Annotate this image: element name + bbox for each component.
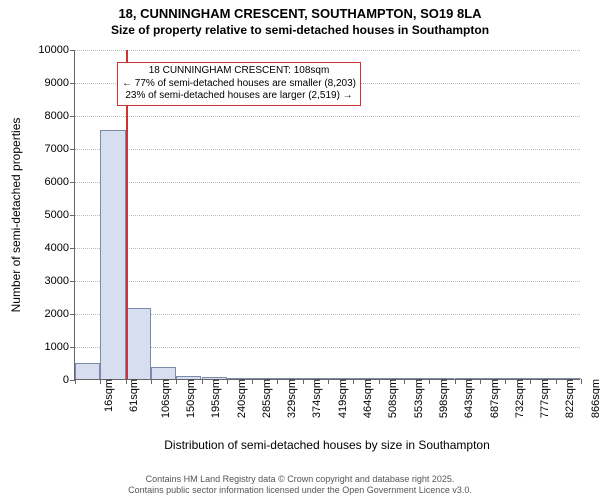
histogram-bar — [75, 363, 100, 380]
histogram-bar — [455, 378, 480, 379]
xtick-mark — [328, 379, 329, 384]
xtick-label: 643sqm — [461, 379, 475, 418]
xtick-label: 150sqm — [183, 379, 197, 418]
xtick-label: 240sqm — [234, 379, 248, 418]
xtick-mark — [581, 379, 582, 384]
histogram-bar — [429, 378, 454, 379]
xtick-label: 329sqm — [284, 379, 298, 418]
footer-attribution: Contains HM Land Registry data © Crown c… — [0, 474, 600, 497]
xtick-label: 866sqm — [588, 379, 600, 418]
histogram-bar — [126, 308, 151, 379]
ytick-label: 7000 — [45, 143, 75, 155]
histogram-bar — [303, 378, 328, 379]
histogram-bar — [480, 378, 505, 379]
gridline — [75, 248, 580, 249]
xtick-label: 195sqm — [208, 379, 222, 418]
xtick-label: 61sqm — [126, 379, 140, 412]
xtick-label: 732sqm — [512, 379, 526, 418]
histogram-bar — [176, 376, 201, 379]
histogram-bar — [151, 367, 176, 379]
ytick-label: 0 — [63, 374, 75, 386]
xtick-mark — [277, 379, 278, 384]
annotation-line: ← 77% of semi-detached houses are smalle… — [122, 78, 356, 91]
histogram-bar — [252, 378, 277, 379]
xtick-mark — [379, 379, 380, 384]
gridline — [75, 182, 580, 183]
histogram-bar — [100, 130, 125, 379]
ytick-label: 6000 — [45, 176, 75, 188]
xtick-mark — [480, 379, 481, 384]
xtick-mark — [151, 379, 152, 384]
annotation-callout: 18 CUNNINGHAM CRESCENT: 108sqm← 77% of s… — [117, 62, 361, 106]
histogram-bar — [530, 378, 555, 379]
ytick-label: 2000 — [45, 308, 75, 320]
histogram-bar — [202, 377, 227, 379]
ytick-label: 5000 — [45, 209, 75, 221]
xtick-mark — [404, 379, 405, 384]
xtick-label: 419sqm — [335, 379, 349, 418]
gridline — [75, 50, 580, 51]
xtick-mark — [455, 379, 456, 384]
histogram-bar — [353, 378, 378, 379]
xtick-mark — [252, 379, 253, 384]
histogram-bar — [277, 378, 302, 379]
xtick-label: 464sqm — [360, 379, 374, 418]
xtick-label: 508sqm — [385, 379, 399, 418]
y-axis-label: Number of semi-detached properties — [9, 118, 23, 313]
xtick-mark — [353, 379, 354, 384]
xtick-mark — [227, 379, 228, 384]
xtick-label: 822sqm — [563, 379, 577, 418]
histogram-bar — [404, 378, 429, 379]
ytick-label: 10000 — [38, 44, 75, 56]
footer-line-1: Contains HM Land Registry data © Crown c… — [0, 474, 600, 485]
chart-subtitle: Size of property relative to semi-detach… — [0, 21, 600, 37]
gridline — [75, 149, 580, 150]
xtick-mark — [202, 379, 203, 384]
annotation-line: 18 CUNNINGHAM CRESCENT: 108sqm — [122, 65, 356, 78]
gridline — [75, 281, 580, 282]
xtick-mark — [126, 379, 127, 384]
histogram-bar — [379, 378, 404, 379]
gridline — [75, 116, 580, 117]
xtick-mark — [303, 379, 304, 384]
chart-container: 18, CUNNINGHAM CRESCENT, SOUTHAMPTON, SO… — [0, 0, 600, 500]
ytick-label: 3000 — [45, 275, 75, 287]
histogram-bar — [227, 378, 252, 379]
xtick-label: 16sqm — [101, 379, 115, 412]
xtick-mark — [530, 379, 531, 384]
ytick-label: 8000 — [45, 110, 75, 122]
ytick-label: 9000 — [45, 77, 75, 89]
xtick-label: 106sqm — [158, 379, 172, 418]
xtick-mark — [176, 379, 177, 384]
x-axis-label: Distribution of semi-detached houses by … — [74, 438, 580, 452]
xtick-mark — [100, 379, 101, 384]
xtick-mark — [505, 379, 506, 384]
xtick-label: 687sqm — [487, 379, 501, 418]
ytick-label: 4000 — [45, 242, 75, 254]
xtick-label: 777sqm — [537, 379, 551, 418]
xtick-label: 285sqm — [259, 379, 273, 418]
histogram-bar — [328, 378, 353, 379]
annotation-line: 23% of semi-detached houses are larger (… — [122, 90, 356, 103]
chart-title: 18, CUNNINGHAM CRESCENT, SOUTHAMPTON, SO… — [0, 0, 600, 21]
xtick-label: 553sqm — [411, 379, 425, 418]
histogram-bar — [556, 378, 581, 379]
gridline — [75, 215, 580, 216]
xtick-mark — [429, 379, 430, 384]
footer-line-2: Contains public sector information licen… — [0, 485, 600, 496]
plot-area: 0100020003000400050006000700080009000100… — [74, 50, 580, 380]
xtick-mark — [556, 379, 557, 384]
ytick-label: 1000 — [45, 341, 75, 353]
histogram-bar — [505, 378, 530, 379]
xtick-label: 374sqm — [310, 379, 324, 418]
xtick-label: 598sqm — [436, 379, 450, 418]
xtick-mark — [75, 379, 76, 384]
